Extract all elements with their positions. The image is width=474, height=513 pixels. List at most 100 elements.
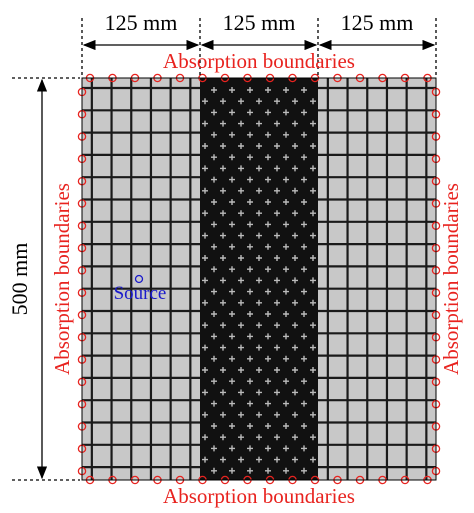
mesh-cell [292, 322, 298, 329]
mesh-cell [202, 389, 208, 396]
boundary-label: Absorption boundaries [163, 49, 355, 73]
mesh-cell [247, 423, 253, 429]
mesh-cell [202, 434, 208, 441]
mesh-cell [238, 143, 244, 149]
source-label: Source [114, 283, 167, 304]
mesh-cell [220, 299, 226, 306]
mesh-cell [274, 187, 280, 194]
mesh-cell [274, 299, 280, 306]
mesh-cell [301, 333, 307, 340]
mesh-cell [202, 411, 208, 418]
mesh-cell [220, 389, 226, 396]
mesh-cell [265, 355, 271, 362]
mesh-cell [310, 187, 316, 194]
mesh-cell [229, 131, 235, 138]
mesh-cell [229, 176, 235, 183]
mesh-cell [238, 277, 244, 284]
mesh-cell [274, 255, 280, 261]
mesh-cell [211, 333, 217, 340]
mesh-cell [265, 131, 271, 138]
mesh-cell [265, 333, 271, 340]
mesh-cell [220, 255, 226, 261]
mesh-cell [202, 232, 208, 239]
mesh-cell [202, 299, 208, 306]
mesh-cell [310, 411, 316, 418]
mesh-cell [229, 423, 235, 429]
mesh-cell [310, 322, 316, 329]
mesh-cell [301, 131, 307, 138]
mesh-cell [274, 277, 280, 284]
mesh-cell [211, 87, 217, 93]
mesh-cell [310, 210, 316, 217]
mesh-cell [238, 255, 244, 261]
mesh-cell [283, 288, 289, 295]
mesh-cell [274, 120, 280, 127]
mesh-cell [283, 378, 289, 385]
mesh-cell [292, 277, 298, 284]
mesh-cell [220, 456, 226, 463]
mesh-cell [274, 98, 280, 105]
mesh-cell [247, 266, 253, 273]
mesh-cell [256, 98, 262, 105]
right-region [318, 78, 436, 480]
mesh-cell [211, 221, 217, 228]
mesh-cell [247, 109, 253, 116]
mesh-cell [229, 87, 235, 93]
mesh-cell [283, 109, 289, 116]
mesh-cell [247, 288, 253, 295]
boundary-label: Absorption boundaries [163, 484, 355, 508]
mesh-cell [265, 467, 271, 474]
mesh-cell [283, 199, 289, 205]
mesh-cell [283, 423, 289, 429]
boundary-label: Absorption boundaries [439, 183, 463, 375]
mesh-cell [202, 456, 208, 463]
mesh-cell [220, 322, 226, 329]
mesh-cell [274, 322, 280, 329]
width-label: 125 mm [105, 10, 178, 35]
mesh-cell [211, 467, 217, 474]
mesh-cell [211, 355, 217, 362]
mesh-cell [202, 210, 208, 217]
mesh-cell [292, 367, 298, 373]
mesh-cell [202, 277, 208, 284]
mesh-cell [301, 355, 307, 362]
mesh-cell [256, 456, 262, 463]
mesh-cell [229, 378, 235, 385]
mesh-cell [310, 277, 316, 284]
mesh-cell [220, 411, 226, 418]
mesh-cell [292, 434, 298, 441]
mesh-cell [256, 344, 262, 351]
mesh-cell [283, 445, 289, 452]
mesh-cell [247, 176, 253, 183]
mesh-cell [202, 98, 208, 105]
mesh-cell [211, 131, 217, 138]
mesh-cell [211, 378, 217, 385]
mesh-cell [283, 131, 289, 138]
plate-outline [81, 77, 437, 481]
mesh-cell [220, 232, 226, 239]
mesh-cell [211, 445, 217, 452]
mesh-cell [247, 243, 253, 250]
mesh-cell [238, 165, 244, 172]
mesh-cell [238, 98, 244, 105]
mesh-cell [310, 255, 316, 261]
mesh-cell [247, 333, 253, 340]
width-label: 125 mm [223, 10, 296, 35]
mesh-cell [211, 311, 217, 317]
mesh-cell [274, 389, 280, 396]
mesh-cell [238, 187, 244, 194]
mesh-cell [265, 423, 271, 429]
mesh-cell [265, 445, 271, 452]
mesh-cell [301, 423, 307, 429]
mesh-cell [238, 120, 244, 127]
mesh-cell [274, 367, 280, 373]
mesh-cell [292, 344, 298, 351]
mesh-cell [238, 434, 244, 441]
mesh-cell [238, 344, 244, 351]
mesh-cell [202, 367, 208, 373]
mesh-cell [283, 176, 289, 183]
mesh-cell [274, 210, 280, 217]
mesh-cell [265, 176, 271, 183]
mesh-cell [292, 98, 298, 105]
